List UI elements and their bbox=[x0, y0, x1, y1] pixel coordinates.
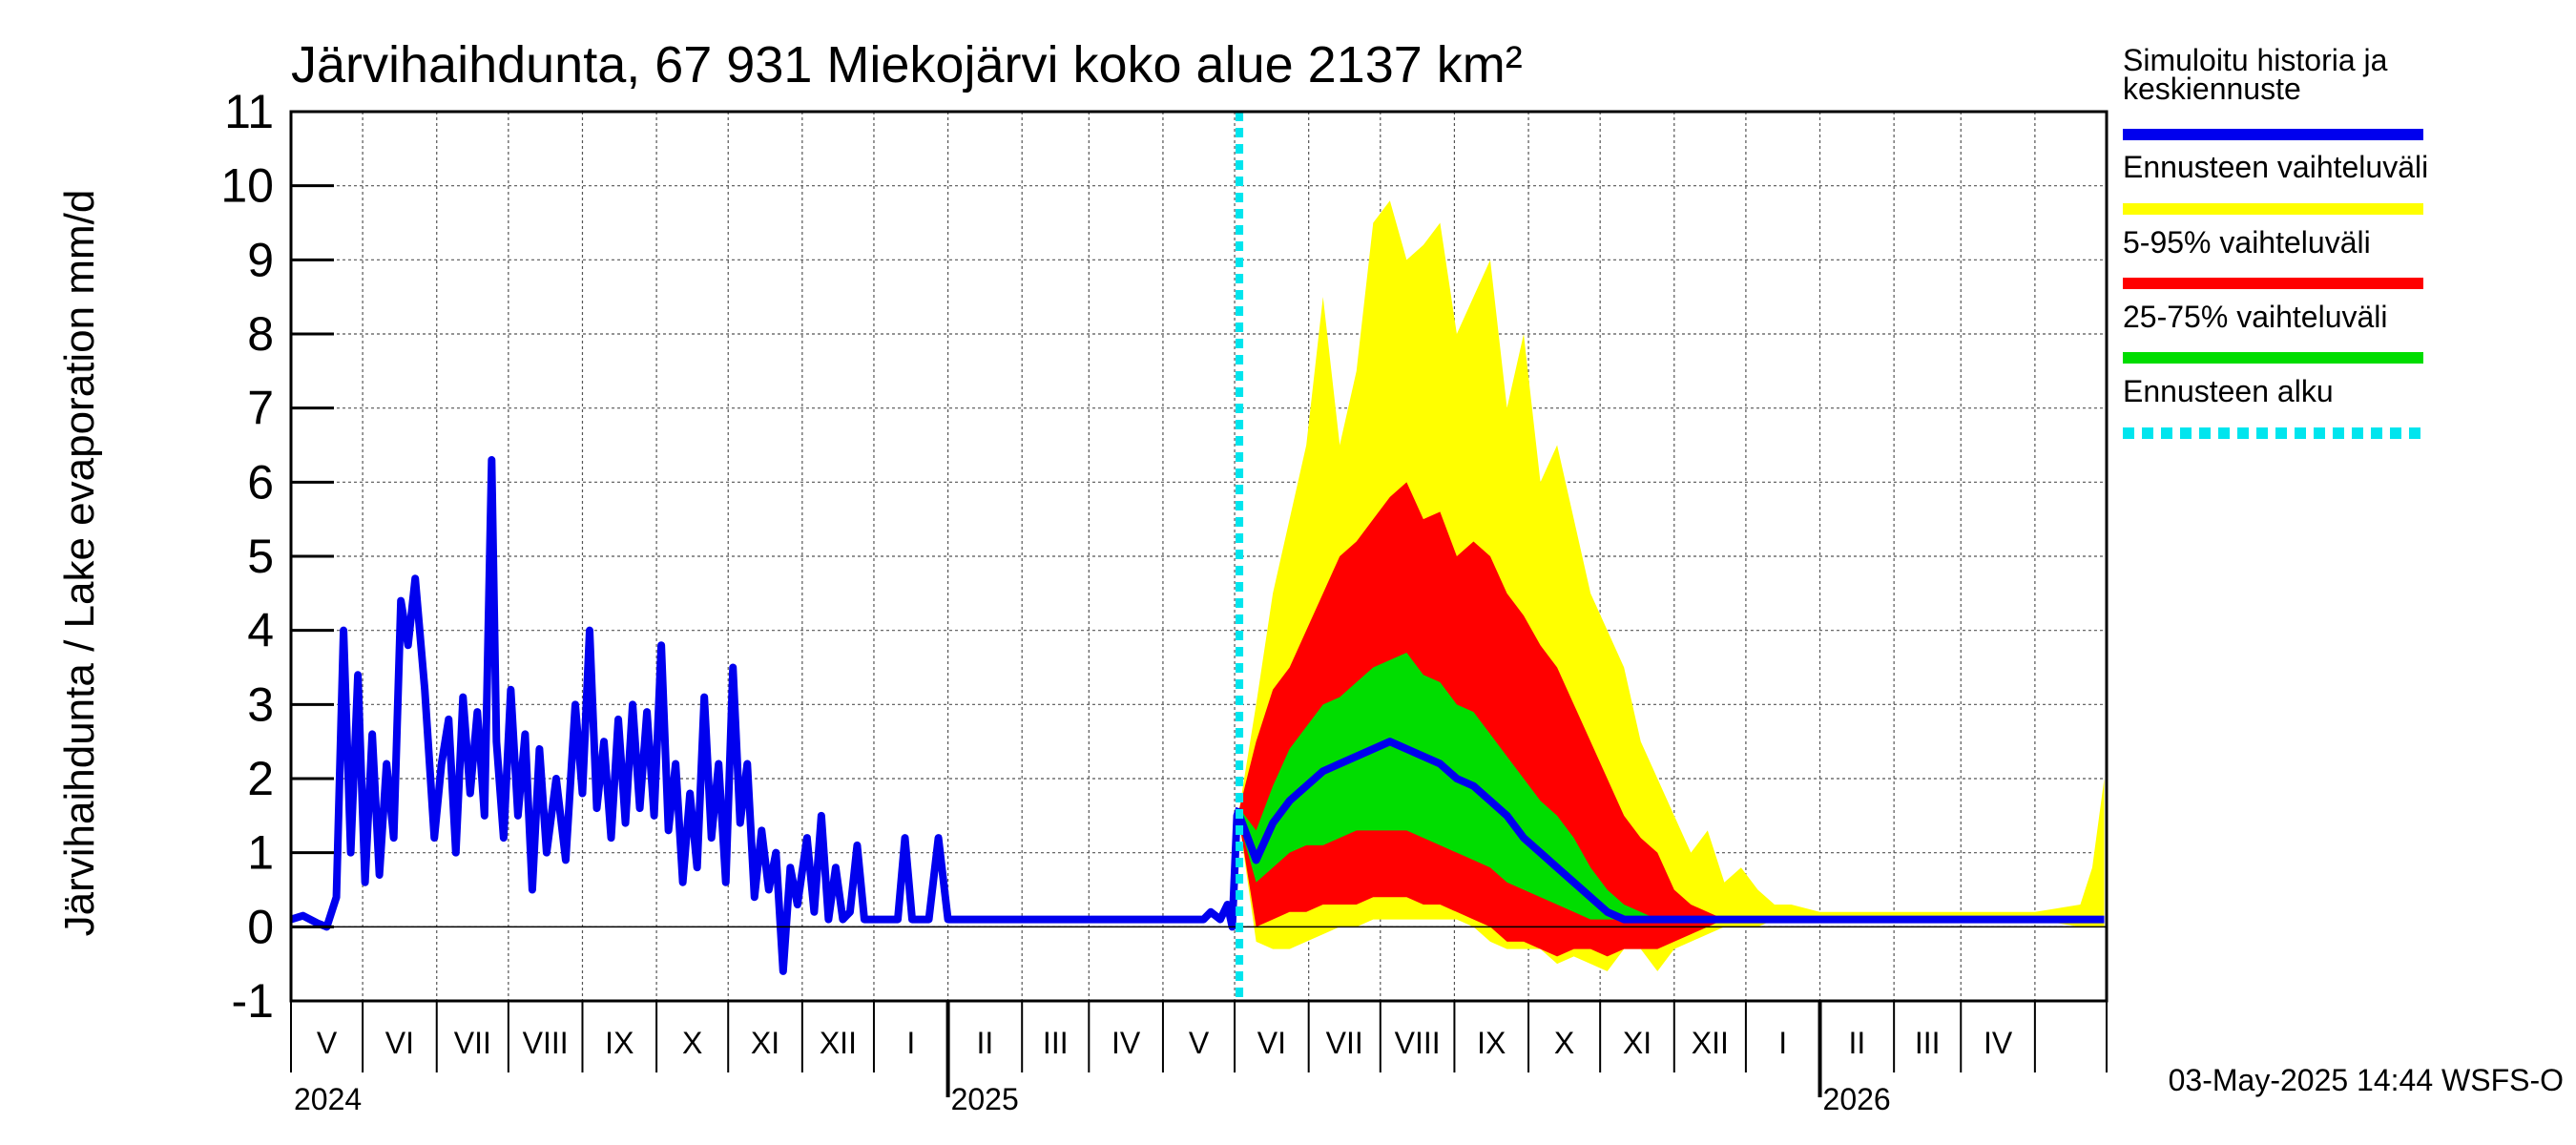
legend-label: 25-75% vaihteluväli bbox=[2123, 300, 2388, 334]
band-25-75-vaihteluv-li bbox=[1239, 652, 2105, 920]
x-month-label: VIII bbox=[523, 1026, 569, 1060]
x-month-label: XII bbox=[820, 1026, 857, 1060]
series-lines bbox=[291, 456, 2105, 975]
legend-label: Simuloitu historia ja bbox=[2123, 43, 2388, 77]
y-tick-label: 10 bbox=[220, 159, 274, 213]
x-month-label: II bbox=[1848, 1026, 1865, 1060]
x-month-label: I bbox=[1778, 1026, 1787, 1060]
x-month-label: IV bbox=[1111, 1026, 1141, 1060]
y-tick-label: -1 bbox=[232, 974, 274, 1028]
x-month-label: IX bbox=[605, 1026, 634, 1060]
x-month-label: III bbox=[1915, 1026, 1941, 1060]
y-tick-label: 9 bbox=[247, 233, 274, 286]
x-month-label: III bbox=[1043, 1026, 1069, 1060]
x-month-label: XI bbox=[1623, 1026, 1652, 1060]
y-axis-label: Järvihaihdunta / Lake evaporation mm/d bbox=[56, 190, 103, 937]
x-month-label: VI bbox=[1257, 1026, 1286, 1060]
x-month-label: V bbox=[317, 1026, 338, 1060]
footer-timestamp: 03-May-2025 14:44 WSFS-O bbox=[2169, 1063, 2564, 1097]
legend-label: keskiennuste bbox=[2123, 72, 2301, 106]
x-axis: V VI VII VIII IX X XI XII I II III IV V VI VII VIII IX X X… bbox=[290, 999, 2108, 1116]
x-month-label: IX bbox=[1477, 1026, 1506, 1060]
x-month-label: V bbox=[1189, 1026, 1210, 1060]
x-month-label: VII bbox=[454, 1026, 491, 1060]
y-tick-label: 7 bbox=[247, 382, 274, 435]
x-month-label: II bbox=[977, 1026, 994, 1060]
x-month-label: IV bbox=[1984, 1026, 2013, 1060]
x-year-label: 2024 bbox=[294, 1082, 362, 1116]
chart-title: Järvihaihdunta, 67 931 Miekojärvi koko a… bbox=[291, 36, 1523, 94]
legend-label: Ennusteen alku bbox=[2123, 374, 2334, 408]
y-tick-label: 4 bbox=[247, 604, 274, 657]
history-line bbox=[291, 456, 1243, 975]
x-month-label: X bbox=[682, 1026, 702, 1060]
x-year-label: 2025 bbox=[951, 1082, 1019, 1116]
y-tick-label: 8 bbox=[247, 307, 274, 361]
x-month-label: XII bbox=[1692, 1026, 1729, 1060]
x-month-label: VI bbox=[385, 1026, 414, 1060]
legend-label: Ennusteen vaihteluväli bbox=[2123, 150, 2428, 184]
x-month-label: VIII bbox=[1395, 1026, 1441, 1060]
y-tick-label: 2 bbox=[247, 752, 274, 805]
median-forecast-line bbox=[1236, 738, 2105, 924]
x-month-label: I bbox=[906, 1026, 915, 1060]
y-tick-label: 6 bbox=[247, 455, 274, 509]
y-tick-label: 11 bbox=[224, 85, 274, 138]
y-axis-ticks: -1 0 1 2 3 4 5 6 7 8 9 10 11 bbox=[220, 85, 334, 1028]
x-month-label: X bbox=[1554, 1026, 1574, 1060]
y-tick-label: 0 bbox=[247, 900, 274, 953]
x-month-label: XI bbox=[751, 1026, 779, 1060]
legend-label: 5-95% vaihteluväli bbox=[2123, 225, 2371, 260]
y-tick-label: 5 bbox=[247, 530, 274, 583]
x-month-label: VII bbox=[1326, 1026, 1363, 1060]
x-year-label: 2026 bbox=[1823, 1082, 1891, 1116]
y-tick-label: 3 bbox=[247, 677, 274, 731]
y-tick-label: 1 bbox=[247, 826, 274, 880]
